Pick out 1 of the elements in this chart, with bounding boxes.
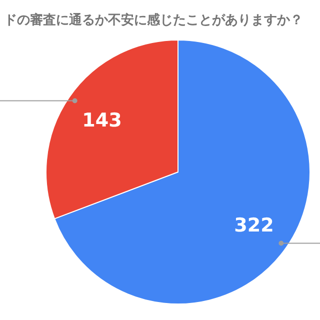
title: ドの審査に通るか不安に感じたことがありますか？ — [4, 13, 303, 28]
